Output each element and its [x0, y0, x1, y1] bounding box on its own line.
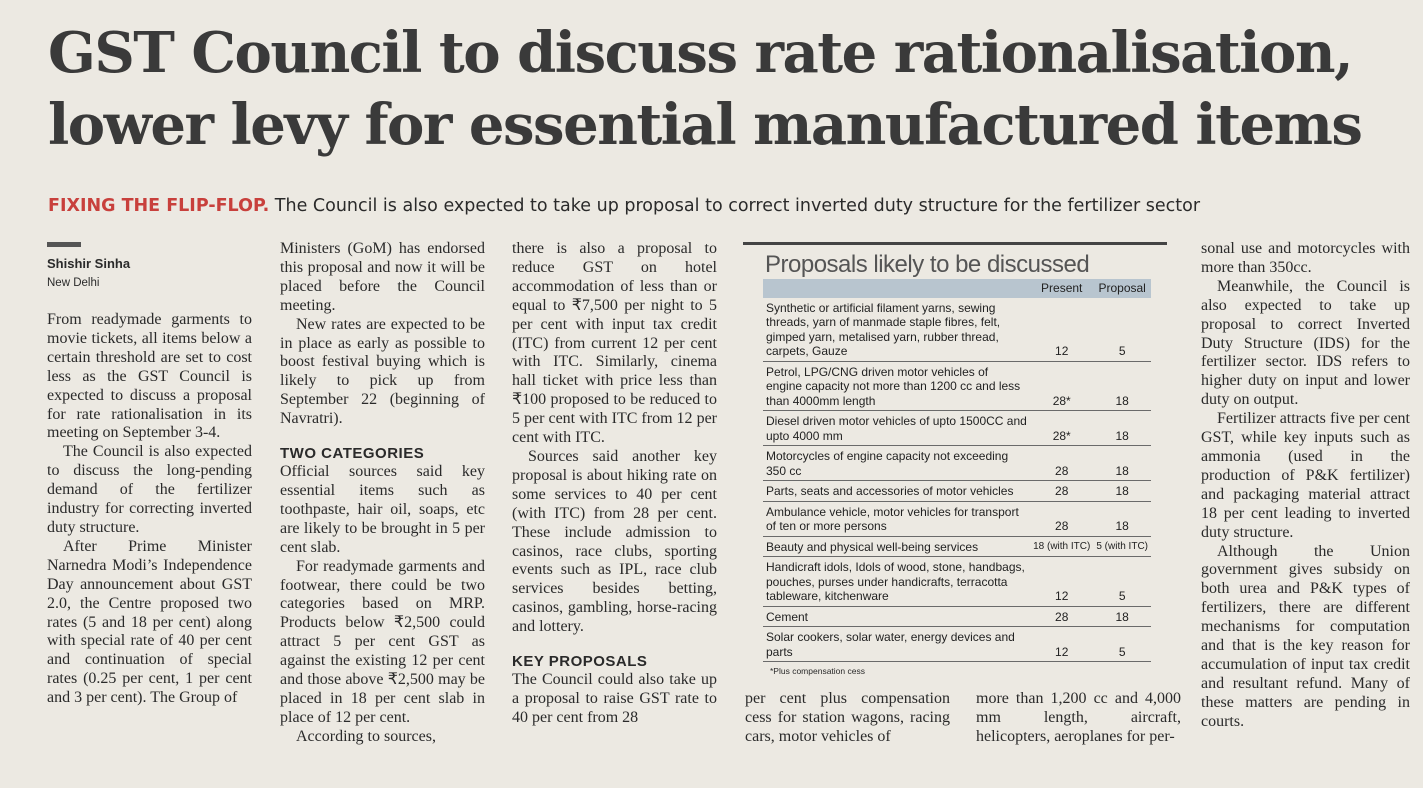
row-item: Solar cookers, solar water, energy devic…: [763, 626, 1031, 662]
table-top-rule: [743, 242, 1167, 245]
row-proposal: 18: [1093, 410, 1151, 446]
row-item: Synthetic or artificial filament yarns, …: [763, 297, 1031, 362]
row-proposal: 18: [1093, 445, 1151, 481]
paragraph: Sources said another key proposal is abo…: [512, 447, 717, 636]
paragraph: Although the Union government gives subs…: [1201, 542, 1410, 730]
paragraph: sonal use and motorcycles with more than…: [1201, 240, 1410, 276]
row-present: 28: [1030, 480, 1094, 502]
column-5: more than 1,200 cc and 4,000 mm length, …: [976, 690, 1181, 745]
table-row: Diesel driven motor vehicles of upto 150…: [763, 410, 1151, 446]
row-present: 28: [1030, 501, 1094, 537]
column-6: sonal use and motorcycles with more than…: [1201, 240, 1410, 732]
row-present: 28: [1030, 606, 1094, 627]
byline-author: Shishir Sinha: [47, 256, 131, 271]
paragraph: From readymade garments to movie tickets…: [47, 311, 252, 442]
paragraph: Meanwhile, the Council is also expected …: [1201, 277, 1410, 409]
paragraph: there is also a proposal to reduce GST o…: [512, 240, 717, 447]
row-present: 28: [1030, 445, 1094, 481]
section-heading: KEY PROPOSALS: [512, 653, 648, 671]
paragraph: The Council could also take up a proposa…: [512, 671, 717, 726]
row-proposal: 5: [1093, 297, 1151, 362]
row-proposal: 5 (with ITC): [1093, 536, 1151, 557]
headline-line-2: lower levy for essential manufactured it…: [48, 92, 1363, 158]
table-row: Parts, seats and accessories of motor ve…: [763, 480, 1151, 502]
table-row: Petrol, LPG/CNG driven motor vehicles of…: [763, 361, 1151, 411]
byline-place: New Delhi: [47, 277, 100, 289]
header-present: Present: [1030, 279, 1094, 298]
paragraph: Ministers (GoM) has endorsed this propos…: [280, 240, 485, 314]
row-item: Cement: [763, 606, 1031, 627]
row-present: 18 (with ITC): [1030, 536, 1094, 557]
column-2: Ministers (GoM) has endorsed this propos…: [280, 240, 485, 747]
table-row: Motorcycles of engine capacity not excee…: [763, 445, 1151, 481]
table-header-row: Present Proposal: [763, 279, 1151, 298]
row-item: Beauty and physical well-being services: [763, 536, 1031, 557]
strap-kicker: FIXING THE FLIP-FLOP.: [48, 196, 270, 216]
paragraph: After Prime Minister Narnedra Modi’s Ind…: [47, 537, 252, 707]
row-item: Motorcycles of engine capacity not excee…: [763, 445, 1031, 481]
column-1: Shishir Sinha New Delhi From readymade g…: [47, 240, 252, 708]
row-proposal: 18: [1093, 480, 1151, 502]
column-3: there is also a proposal to reduce GST o…: [512, 240, 717, 728]
proposals-table: Present Proposal Synthetic or artificial…: [763, 279, 1151, 662]
row-proposal: 18: [1093, 501, 1151, 537]
table-row: Ambulance vehicle, motor vehicles for tr…: [763, 501, 1151, 537]
row-proposal: 18: [1093, 361, 1151, 411]
row-present: 28*: [1030, 361, 1094, 411]
paragraph: The Council is also expected to discuss …: [47, 443, 252, 536]
row-item: Handicraft idols, Idols of wood, stone, …: [763, 556, 1031, 607]
table-row: Beauty and physical well-being services 1…: [763, 536, 1151, 557]
header-proposal: Proposal: [1093, 279, 1151, 298]
byline-bar: [47, 242, 81, 247]
row-item: Petrol, LPG/CNG driven motor vehicles of…: [763, 361, 1031, 411]
paragraph: For readymade garments and footwear, the…: [280, 557, 485, 726]
table-row: Handicraft idols, Idols of wood, stone, …: [763, 556, 1151, 607]
row-present: 28*: [1030, 410, 1094, 446]
table-row: Cement 28 18: [763, 606, 1151, 627]
row-item: Ambulance vehicle, motor vehicles for tr…: [763, 501, 1031, 537]
paragraph: New rates are expected to be in place as…: [280, 315, 485, 428]
table-row: Synthetic or artificial filament yarns, …: [763, 297, 1151, 362]
paragraph: According to sources,: [296, 727, 436, 745]
section-heading: TWO CATEGORIES: [280, 445, 425, 463]
strap-text: The Council is also expected to take up …: [269, 196, 1201, 216]
row-present: 12: [1030, 556, 1094, 607]
table-title: Proposals likely to be discussed: [765, 251, 1090, 278]
row-present: 12: [1030, 626, 1094, 662]
row-present: 12: [1030, 297, 1094, 362]
strapline: FIXING THE FLIP-FLOP. The Council is als…: [48, 196, 1408, 216]
column-4: per cent plus compensation cess for stat…: [745, 690, 950, 745]
paragraph: Official sources said key essential item…: [280, 463, 485, 556]
row-item: Diesel driven motor vehicles of upto 150…: [763, 410, 1031, 446]
row-proposal: 5: [1093, 556, 1151, 607]
row-item: Parts, seats and accessories of motor ve…: [763, 480, 1031, 502]
row-proposal: 5: [1093, 626, 1151, 662]
header-item: [763, 279, 1031, 298]
row-proposal: 18: [1093, 606, 1151, 627]
headline-line-1: GST Council to discuss rate rationalisat…: [48, 20, 1354, 86]
table-row: Solar cookers, solar water, energy devic…: [763, 626, 1151, 662]
proposals-table-box: Proposals likely to be discussed Present…: [743, 242, 1167, 676]
paragraph: Fertilizer attracts five per cent GST, w…: [1201, 410, 1410, 541]
table-footnote: *Plus compensation cess: [770, 666, 865, 676]
